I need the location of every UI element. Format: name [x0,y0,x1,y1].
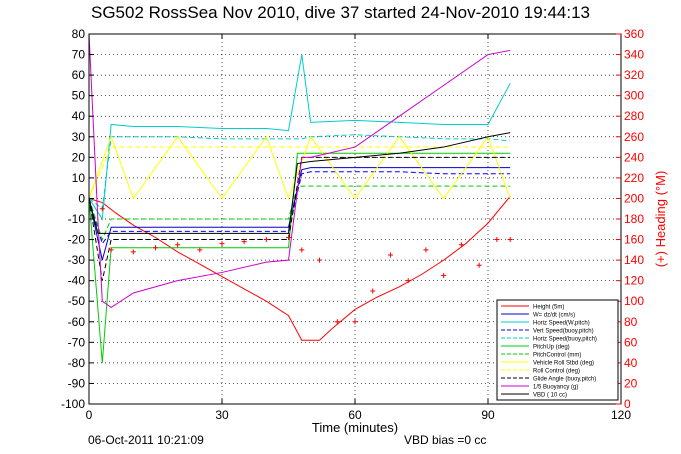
series-line-10 [89,34,511,308]
x-tick-label: 120 [611,408,631,422]
heading-point [507,237,513,243]
heading-point [99,206,105,212]
legend-label: PitchUp (deg) [533,345,570,351]
series-line-4 [89,134,511,210]
series-group [89,34,513,363]
y-tick-label: -100 [61,397,85,411]
y-tick-label: -80 [68,356,86,370]
heading-point [370,288,376,294]
heading-point [130,249,136,255]
heading-point [299,247,305,253]
series-line-3 [89,171,511,245]
y2-tick-label: 160 [624,233,644,247]
series-line-8 [89,146,511,199]
legend-label: PitchControl (mm) [533,353,581,359]
legend-label: Roll Control (deg) [533,369,580,375]
y-tick-label: 70 [72,48,86,62]
heading-point [334,319,340,325]
y2-tick-label: 0 [624,397,631,411]
y2-tick-label: 260 [624,130,644,144]
series-line-6 [89,185,511,241]
y-tick-label: -50 [68,294,86,308]
heading-point [241,239,247,245]
x-axis-label: Time (minutes) [312,420,398,435]
heading-point [175,242,181,248]
y2-tick-label: 80 [624,315,638,329]
heading-point [263,237,269,243]
y2-tick-label: 60 [624,335,638,349]
x-tick-label: 0 [86,408,93,422]
y2-tick-label: 300 [624,89,644,103]
heading-point [423,247,429,253]
legend-label: Vehicle Roll Stbd (deg) [533,361,594,367]
chart-title: SG502 RossSea Nov 2010, dive 37 started … [91,3,590,22]
y2-tick-label: 320 [624,68,644,82]
legend-label: Horiz Speed(buoy,pitch) [533,337,597,343]
series-line-11 [89,132,511,234]
legend-label: VBD ( 10 cc) [533,393,567,399]
y2-tick-label: 100 [624,294,644,308]
heading-point [352,319,358,325]
y-tick-label: 40 [72,109,86,123]
y-tick-label: 60 [72,68,86,82]
y2-tick-label: 200 [624,191,644,205]
x-tick-label: 60 [348,408,362,422]
y-tick-label: -40 [68,274,86,288]
heading-point [476,262,482,268]
footer-date: 06-Oct-2011 10:21:09 [88,433,204,447]
legend-box [496,299,619,401]
legend-label: Glide Angle (buoy,pitch) [533,377,596,383]
y-tick-label: -70 [68,335,86,349]
heading-point [153,245,158,251]
heading-point [494,237,500,243]
y-tick-label: -20 [68,233,86,247]
heading-point [286,235,291,240]
heading-point [108,247,114,253]
legend-label: Height (5m) [533,305,564,311]
y2-tick-label: 340 [624,48,644,62]
legend-label: Vert Speed(buoy,pitch) [533,329,594,335]
y-tick-label: 80 [72,27,86,41]
series-line-7 [89,135,511,200]
legend-label: 1/5 Buoyancy (g) [533,385,578,391]
y2-tick-label: 120 [624,274,644,288]
y-tick-label: -60 [68,315,86,329]
y2-tick-label: 140 [624,253,644,267]
heading-point [441,273,447,279]
y2-tick-label: 220 [624,171,644,185]
series-line-2 [89,54,511,221]
x-tick-label: 90 [481,408,495,422]
y-tick-label: 50 [72,89,86,103]
y2-tick-label: 240 [624,150,644,164]
y2-tick-label: 360 [624,27,644,41]
series-line-0 [89,196,511,341]
heading-point [405,278,411,284]
y2-tick-label: 180 [624,212,644,226]
y-tick-label: -90 [68,376,86,390]
series-line-9 [89,156,511,281]
heading-point [219,241,225,247]
footer-vbd-bias: VBD bias =0 cc [404,433,487,447]
heading-point [197,247,203,253]
y-tick-label: 10 [72,171,86,185]
y2-tick-label: 20 [624,376,638,390]
y-tick-label: 20 [72,150,86,164]
y-tick-label: 30 [72,130,86,144]
legend-label: W= dz/dt (cm/s) [533,313,575,319]
legend-label: Horiz Speed(W,pitch) [533,321,590,327]
y-tick-label: 0 [78,191,85,205]
y2-tick-label: 280 [624,109,644,123]
heading-point [458,242,464,248]
y2-tick-label: 40 [624,356,638,370]
y2-axis-label: (+) Heading (°M) [653,171,668,268]
heading-point [317,257,323,263]
y-tick-label: -10 [68,212,86,226]
x-tick-label: 30 [215,408,229,422]
heading-point [387,252,393,258]
y-tick-label: -30 [68,253,86,267]
